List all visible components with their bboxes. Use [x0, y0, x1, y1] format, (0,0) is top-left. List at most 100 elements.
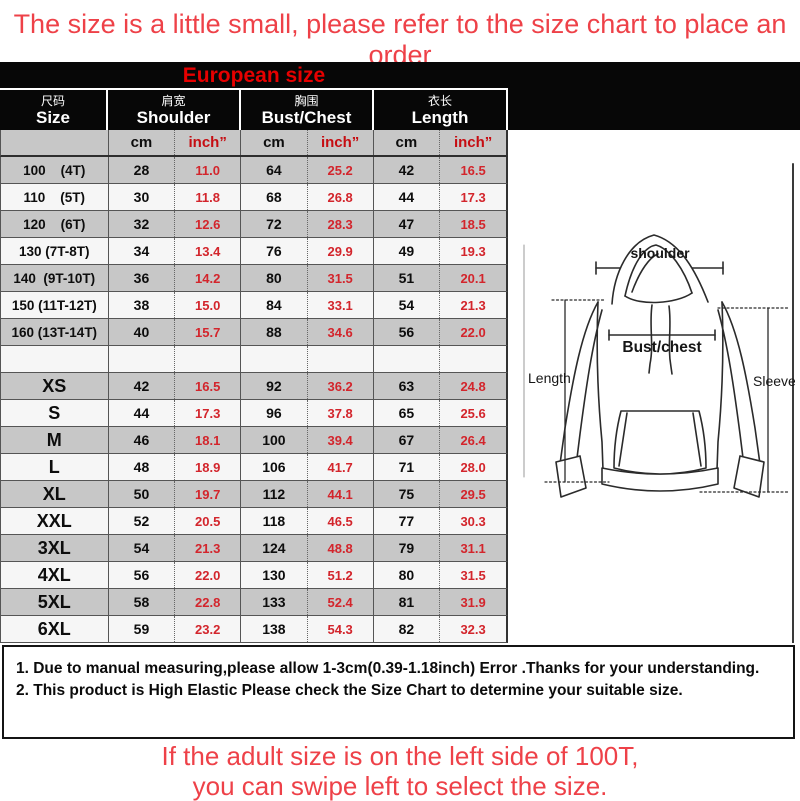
- length-cm-cell: 47: [372, 211, 440, 237]
- size-cell: XL: [42, 483, 66, 504]
- hoodie-drawing: [523, 163, 794, 644]
- length-inch-cell: 28.0: [439, 454, 506, 480]
- table-row: 5XL 58 22.8 133 52.4 81 31.9: [0, 589, 508, 616]
- shoulder-cm-cell: 44: [107, 400, 175, 426]
- note-line-2: 2. This product is High Elastic Please c…: [16, 682, 683, 699]
- size-cell: 4XL: [37, 564, 71, 585]
- table-title: European size: [182, 64, 326, 87]
- shoulder-cm-cell: 58: [107, 589, 175, 615]
- unit-inch-cell: inch”: [306, 130, 373, 155]
- shoulder-inch-cell: 15.0: [174, 292, 240, 318]
- bust-inch-cell: 28.3: [306, 211, 373, 237]
- bust-cm-cell: 133: [240, 589, 307, 615]
- shoulder-cm-cell: 50: [107, 481, 175, 507]
- size-cell: 150 (11T-12T): [11, 297, 97, 313]
- bust-cm-cell: [240, 346, 307, 372]
- shoulder-cm-cell: 32: [107, 211, 175, 237]
- length-inch-cell: [439, 346, 506, 372]
- unit-inch-cell: inch”: [439, 130, 506, 155]
- bust-inch-cell: 33.1: [306, 292, 373, 318]
- bust-cm-cell: 100: [240, 427, 307, 453]
- bust-cm-cell: 112: [240, 481, 307, 507]
- bottom-notice-line-2: you can swipe left to select the size.: [192, 771, 608, 801]
- length-inch-cell: 21.3: [439, 292, 506, 318]
- shoulder-cm-cell: 42: [107, 373, 175, 399]
- table-row: 160 (13T-14T) 40 15.7 88 34.6 56 22.0: [0, 319, 508, 346]
- bust-inch-cell: 34.6: [306, 319, 373, 345]
- shoulder-cm-cell: 52: [107, 508, 175, 534]
- column-header-shoulder-cn: 肩宽: [161, 93, 186, 108]
- unit-header-row: cm inch” cm inch” cm inch”: [0, 130, 508, 157]
- length-label: Length: [528, 370, 571, 386]
- bust-cm-cell: 72: [240, 211, 307, 237]
- table-row: [0, 346, 508, 373]
- size-cell: 140 (9T-10T): [13, 270, 96, 286]
- size-cell: 130 (7T-8T): [19, 243, 90, 259]
- size-cell: L: [48, 456, 60, 477]
- table-row: 150 (11T-12T) 38 15.0 84 33.1 54 21.3: [0, 292, 508, 319]
- length-inch-cell: 16.5: [439, 157, 506, 183]
- top-notice-text: The size is a little small, please refer…: [13, 9, 787, 70]
- bust-cm-cell: 84: [240, 292, 307, 318]
- table-row: 4XL 56 22.0 130 51.2 80 31.5: [0, 562, 508, 589]
- bust-cm-cell: 124: [240, 535, 307, 561]
- length-cm-cell: [372, 346, 440, 372]
- length-inch-cell: 22.0: [439, 319, 506, 345]
- length-cm-cell: 79: [372, 535, 440, 561]
- table-row: 3XL 54 21.3 124 48.8 79 31.1: [0, 535, 508, 562]
- size-cell: S: [48, 402, 61, 423]
- bust-cm-cell: 138: [240, 616, 307, 642]
- length-cm-cell: 77: [372, 508, 440, 534]
- shoulder-inch-cell: 23.2: [174, 616, 240, 642]
- length-inch-cell: 31.1: [439, 535, 506, 561]
- bust-inch-cell: 44.1: [306, 481, 373, 507]
- shoulder-cm-cell: 56: [107, 562, 175, 588]
- bust-inch-cell: 31.5: [306, 265, 373, 291]
- sleeve-label: Sleeve: [753, 373, 795, 389]
- column-header-shoulder: 肩宽 Shoulder: [108, 90, 241, 130]
- unit-cm-cell: cm: [107, 130, 175, 155]
- size-cell: XXL: [36, 510, 72, 531]
- bottom-notice-line-1: If the adult size is on the left side of…: [161, 741, 639, 771]
- shoulder-cm-cell: 36: [107, 265, 175, 291]
- size-cell: 160 (13T-14T): [11, 324, 98, 340]
- unit-inch-cell: inch”: [174, 130, 240, 155]
- bust-cm-cell: 80: [240, 265, 307, 291]
- bust-inch-cell: 29.9: [306, 238, 373, 264]
- shoulder-cm-cell: 30: [107, 184, 175, 210]
- bust-inch-cell: 39.4: [306, 427, 373, 453]
- length-cm-cell: 56: [372, 319, 440, 345]
- shoulder-cm-cell: 28: [107, 157, 175, 183]
- size-cell: 100 (4T): [23, 162, 86, 178]
- table-row: 140 (9T-10T) 36 14.2 80 31.5 51 20.1: [0, 265, 508, 292]
- bust-inch-cell: 46.5: [306, 508, 373, 534]
- table-row: XS 42 16.5 92 36.2 63 24.8: [0, 373, 508, 400]
- length-inch-cell: 18.5: [439, 211, 506, 237]
- shoulder-inch-cell: 18.9: [174, 454, 240, 480]
- column-header-size: 尺码 Size: [0, 90, 108, 130]
- size-cell: M: [46, 429, 62, 450]
- length-inch-cell: 29.5: [439, 481, 506, 507]
- length-cm-cell: 63: [372, 373, 440, 399]
- shoulder-inch-cell: 14.2: [174, 265, 240, 291]
- length-cm-cell: 81: [372, 589, 440, 615]
- column-header-shoulder-en: Shoulder: [136, 107, 211, 127]
- length-cm-cell: 51: [372, 265, 440, 291]
- length-inch-cell: 32.3: [439, 616, 506, 642]
- shoulder-cm-cell: 40: [107, 319, 175, 345]
- shoulder-inch-cell: 19.7: [174, 481, 240, 507]
- length-inch-cell: 31.5: [439, 562, 506, 588]
- column-headers: 尺码 Size 肩宽 Shoulder 胸围 Bust/Chest 衣长 Len…: [0, 90, 508, 130]
- shoulder-inch-cell: 11.0: [174, 157, 240, 183]
- length-cm-cell: 75: [372, 481, 440, 507]
- shoulder-inch-cell: 13.4: [174, 238, 240, 264]
- shoulder-cm-cell: 38: [107, 292, 175, 318]
- shoulder-inch-cell: 12.6: [174, 211, 240, 237]
- unit-cm-cell: cm: [240, 130, 307, 155]
- shoulder-cm-cell: 54: [107, 535, 175, 561]
- bottom-notice-text: If the adult size is on the left side of…: [0, 741, 800, 801]
- bust-inch-cell: 48.8: [306, 535, 373, 561]
- bust-inch-cell: 41.7: [306, 454, 373, 480]
- shoulder-inch-cell: 21.3: [174, 535, 240, 561]
- shoulder-cm-cell: 59: [107, 616, 175, 642]
